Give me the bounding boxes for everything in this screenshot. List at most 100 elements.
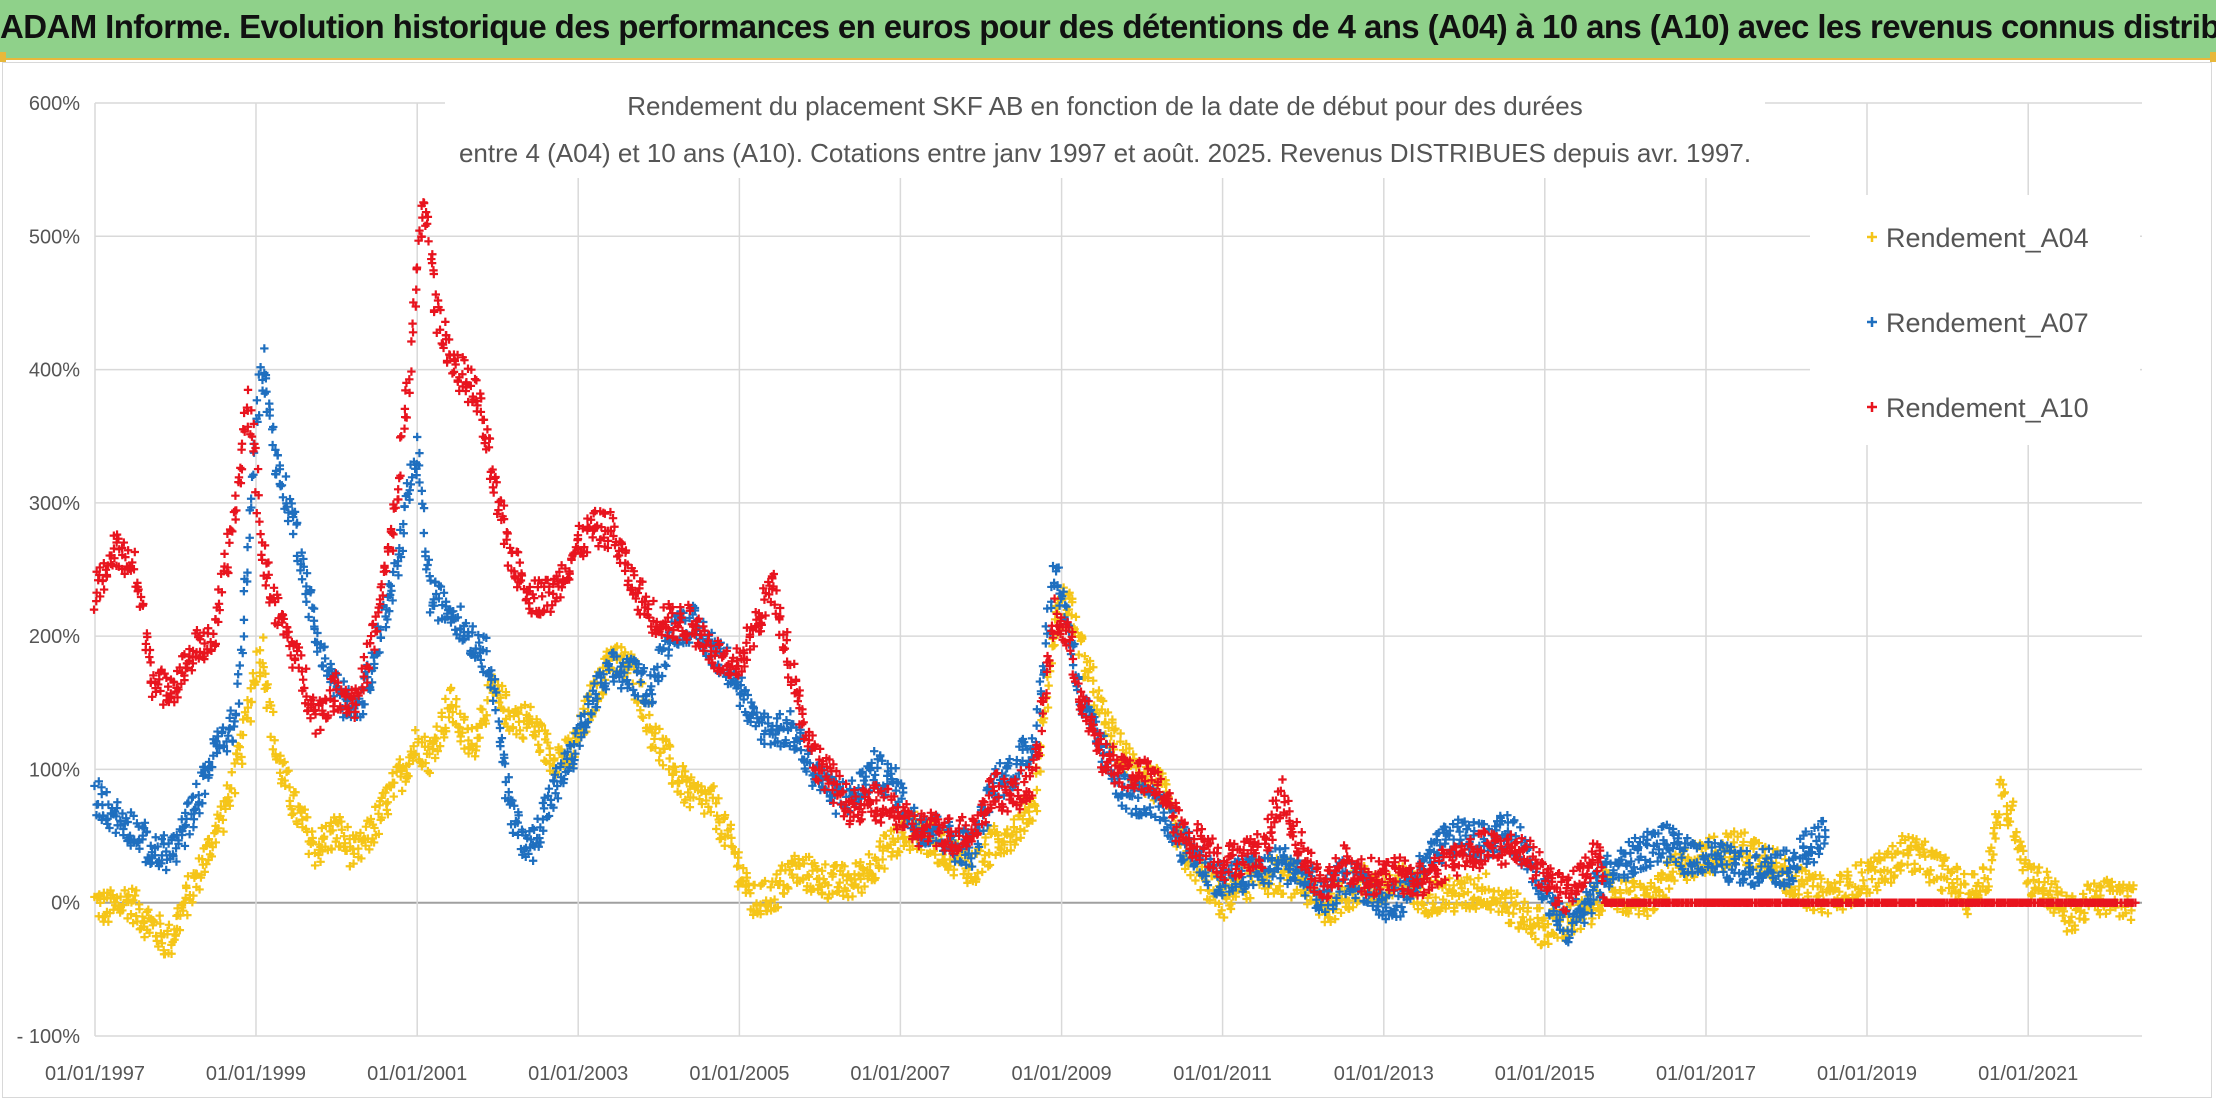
point-Rendement_A04 — [972, 875, 981, 884]
point-Rendement_A04 — [246, 717, 255, 726]
point-Rendement_A04 — [1326, 917, 1335, 926]
point-Rendement_A04 — [281, 781, 290, 790]
point-Rendement_A04 — [132, 886, 141, 895]
point-Rendement_A04 — [221, 804, 230, 814]
point-Rendement_A10 — [243, 385, 253, 395]
point-Rendement_A04 — [1466, 875, 1475, 884]
point-Rendement_A04 — [651, 743, 660, 753]
point-Rendement_A04 — [383, 809, 393, 819]
point-Rendement_A10 — [515, 558, 525, 567]
point-Rendement_A07 — [233, 670, 243, 679]
point-Rendement_A04 — [150, 918, 159, 927]
point-Rendement_A04 — [1094, 686, 1104, 695]
point-Rendement_A04 — [1823, 909, 1833, 918]
point-Rendement_A04 — [680, 767, 690, 776]
point-Rendement_A04 — [452, 694, 461, 704]
point-Rendement_A04 — [211, 838, 221, 847]
point-Rendement_A10 — [400, 404, 410, 414]
point-Rendement_A04 — [1214, 899, 1224, 909]
point-Rendement_A04 — [179, 898, 188, 908]
point-Rendement_A04 — [664, 765, 674, 774]
point-Rendement_A04 — [370, 823, 379, 833]
point-Rendement_A10 — [359, 652, 369, 662]
point-Rendement_A10 — [236, 463, 245, 473]
point-Rendement_A04 — [335, 812, 344, 822]
point-Rendement_A07 — [246, 494, 256, 503]
point-Rendement_A04 — [265, 697, 274, 707]
point-Rendement_A04 — [1122, 739, 1131, 749]
point-Rendement_A04 — [349, 859, 358, 868]
point-Rendement_A10 — [408, 328, 418, 337]
point-Rendement_A07 — [182, 814, 191, 824]
point-Rendement_A04 — [337, 817, 346, 826]
point-Rendement_A07 — [636, 677, 645, 687]
point-Rendement_A07 — [544, 784, 554, 793]
point-Rendement_A07 — [417, 486, 427, 496]
point-Rendement_A04 — [1978, 863, 1988, 872]
point-Rendement_A04 — [433, 746, 442, 756]
point-Rendement_A04 — [871, 873, 880, 883]
point-Rendement_A04 — [189, 891, 198, 900]
point-Rendement_A04 — [259, 633, 268, 642]
point-Rendement_A04 — [1474, 873, 1483, 883]
point-Rendement_A04 — [494, 698, 504, 707]
point-Rendement_A07 — [188, 792, 198, 801]
point-Rendement_A04 — [156, 919, 165, 928]
point-Rendement_A04 — [316, 857, 325, 867]
point-Rendement_A04 — [779, 889, 789, 898]
point-Rendement_A04 — [550, 754, 559, 763]
point-Rendement_A04 — [1125, 744, 1134, 753]
point-Rendement_A07 — [419, 503, 429, 513]
point-Rendement_A04 — [665, 742, 675, 751]
point-Rendement_A04 — [817, 866, 827, 876]
point-Rendement_A04 — [404, 771, 413, 781]
point-Rendement_A07 — [660, 660, 670, 669]
point-Rendement_A04 — [1523, 903, 1533, 913]
point-Rendement_A04 — [1481, 869, 1491, 878]
point-Rendement_A04 — [395, 755, 405, 764]
point-Rendement_A04 — [238, 730, 248, 740]
point-Rendement_A04 — [711, 799, 721, 808]
point-Rendement_A04 — [280, 757, 289, 767]
point-Rendement_A04 — [237, 752, 246, 762]
point-Rendement_A04 — [1050, 615, 1060, 624]
point-Rendement_A04 — [126, 909, 136, 919]
point-Rendement_A04 — [375, 801, 384, 810]
point-Rendement_A10 — [489, 488, 498, 497]
point-Rendement_A04 — [286, 802, 295, 811]
point-Rendement_A04 — [733, 853, 743, 862]
point-Rendement_A10 — [225, 538, 234, 548]
point-Rendement_A04 — [1010, 840, 1020, 849]
point-Rendement_A10 — [237, 439, 247, 448]
point-Rendement_A04 — [214, 824, 223, 833]
point-Rendement_A04 — [289, 809, 298, 818]
point-Rendement_A04 — [230, 788, 240, 798]
point-Rendement_A04 — [760, 876, 770, 886]
point-Rendement_A04 — [803, 870, 812, 880]
point-Rendement_A10 — [366, 631, 376, 641]
point-Rendement_A04 — [1116, 729, 1125, 738]
title-banner: ADAM Informe. Evolution historique des p… — [0, 0, 2216, 60]
point-Rendement_A10 — [203, 624, 213, 633]
point-Rendement_A04 — [246, 697, 256, 707]
point-Rendement_A04 — [530, 722, 539, 731]
point-Rendement_A07 — [288, 529, 298, 539]
point-Rendement_A07 — [192, 779, 201, 789]
point-Rendement_A04 — [1044, 681, 1053, 690]
point-Rendement_A04 — [545, 744, 554, 753]
point-Rendement_A04 — [1009, 815, 1019, 824]
point-Rendement_A04 — [1085, 656, 1095, 666]
point-Rendement_A04 — [455, 709, 465, 719]
point-Rendement_A04 — [880, 864, 889, 873]
point-Rendement_A04 — [1043, 703, 1053, 712]
point-Rendement_A04 — [840, 862, 849, 871]
point-Rendement_A04 — [1507, 893, 1516, 902]
point-Rendement_A07 — [1516, 823, 1525, 832]
point-Rendement_A07 — [243, 542, 252, 552]
point-Rendement_A04 — [520, 700, 530, 710]
point-Rendement_A04 — [218, 815, 228, 825]
point-Rendement_A04 — [985, 860, 995, 870]
point-Rendement_A04 — [878, 855, 887, 864]
point-Rendement_A04 — [128, 918, 138, 928]
point-Rendement_A10 — [231, 491, 240, 500]
